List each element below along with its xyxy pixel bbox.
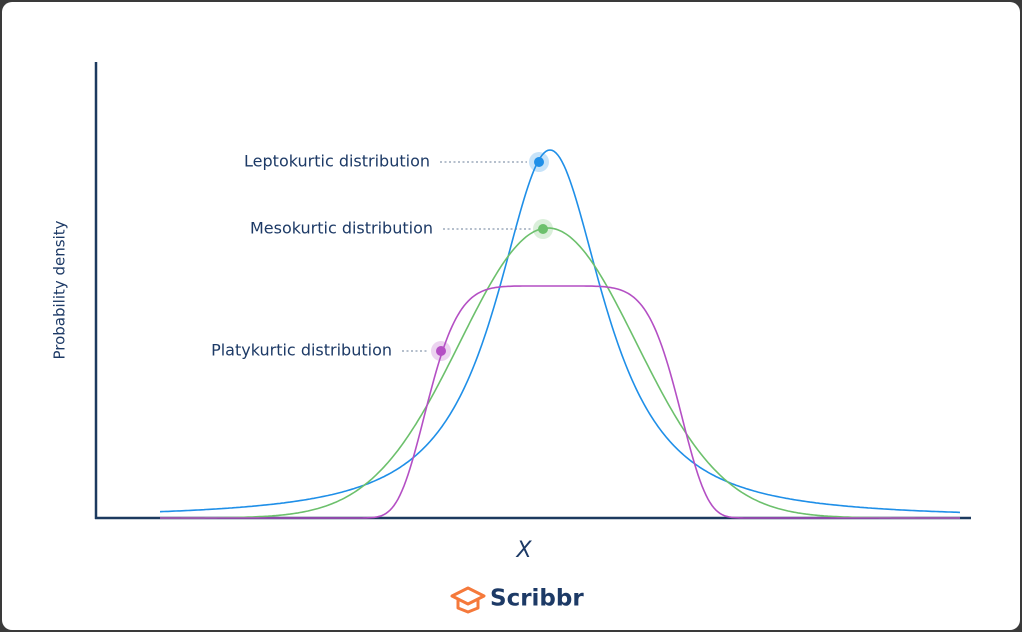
distribution-curve — [160, 227, 960, 519]
curve-label: Platykurtic distribution — [211, 341, 392, 360]
dot — [534, 157, 544, 167]
distribution-curve — [159, 149, 961, 514]
dot — [436, 346, 446, 356]
logo-text: Scribbr — [490, 586, 584, 612]
y-axis-label: Probability density — [51, 220, 69, 359]
curve-label: Mesokurtic distribution — [250, 219, 433, 238]
curve-label: Leptokurtic distribution — [244, 152, 430, 171]
dot — [538, 224, 548, 234]
x-axis-label: X — [515, 538, 532, 563]
logo-icon — [450, 586, 486, 614]
distribution-curve — [160, 285, 960, 519]
logo: Scribbr — [450, 586, 584, 614]
